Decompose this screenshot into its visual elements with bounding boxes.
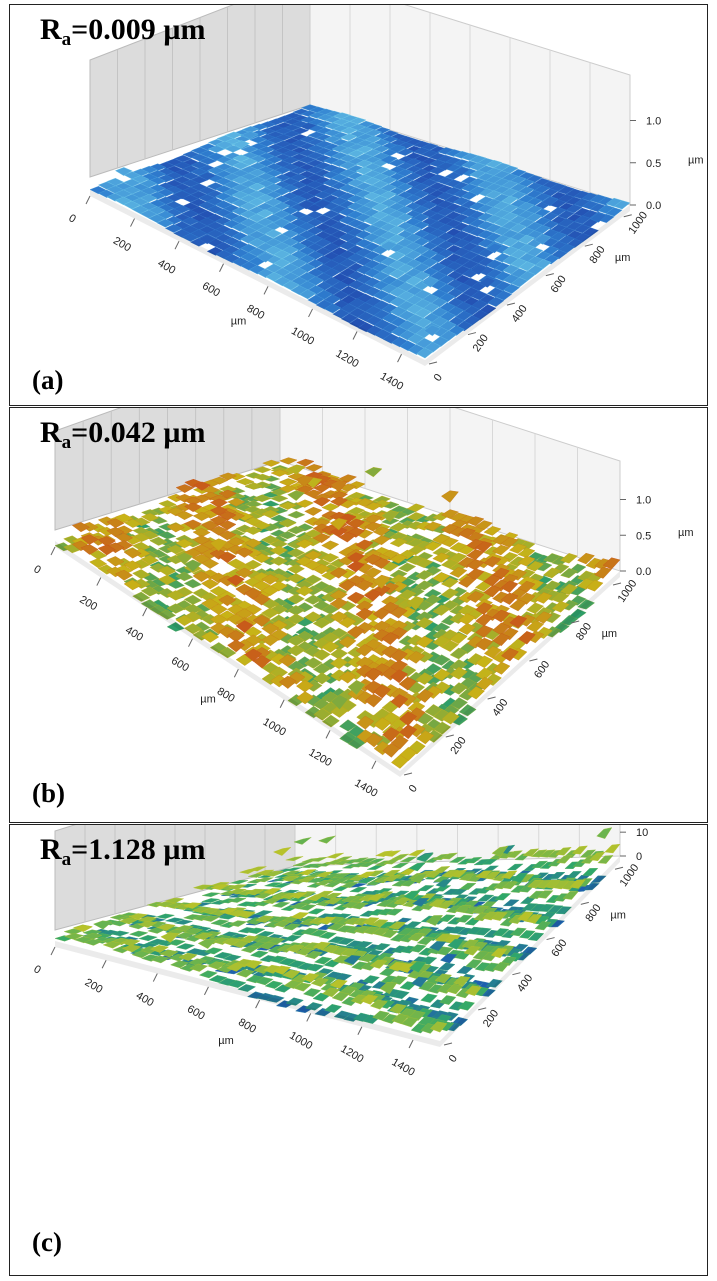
x-tick-label: 1400 [352, 777, 379, 800]
panel-label-c: (c) [32, 1227, 62, 1257]
surface-panel-b: 0 200 400 600 800 1000 1200 1400 µm 0 200 400 600 800… [9, 407, 708, 823]
y-tick-label: 1000 [616, 578, 640, 605]
surface-mesh [89, 104, 631, 359]
x-tick-label: 1000 [261, 716, 288, 739]
x-tick-label: 200 [111, 235, 133, 255]
x-tick-label: 800 [215, 685, 237, 705]
x-tick-label: 600 [200, 280, 222, 300]
y-tick-label: 200 [481, 1008, 501, 1030]
x-unit-label: µm [218, 1035, 234, 1047]
y-tick-label: 0 [432, 372, 445, 384]
back-wall [54, 408, 621, 572]
surface-plot-c: 0 200 400 600 800 1000 1200 1400 µm 0 200 400 600 800… [32, 825, 648, 1079]
y-tick-label: 600 [549, 937, 569, 959]
x-tick-label: 600 [169, 655, 191, 675]
x-tick-label: 1000 [287, 1030, 314, 1053]
y-tick-label: 400 [490, 697, 510, 719]
z-tick-label: 1.0 [636, 495, 651, 507]
x-tick-label: 1200 [307, 747, 334, 770]
panel-label-a: (a) [32, 365, 64, 395]
y-tick-label: 600 [532, 659, 552, 681]
x-tick-label: 600 [185, 1003, 207, 1023]
x-unit-label: µm [231, 316, 247, 328]
y-tick-label: 400 [515, 972, 535, 994]
x-tick-label: 1200 [338, 1043, 365, 1066]
x-tick-label: 1200 [334, 348, 361, 371]
x-tick-label: 1400 [378, 370, 405, 393]
x-tick-label: 400 [134, 990, 156, 1010]
y-tick-label: 0 [407, 783, 420, 795]
surface-plot-a: 0 200 400 600 800 1000 1200 1400 µm 0 200 400 600 800… [67, 5, 704, 393]
surface-mesh [54, 827, 621, 1034]
roughness-label-a: Ra=0.009 µm [40, 13, 206, 50]
y-tick-label: 200 [471, 332, 491, 354]
x-tick-label: 400 [156, 257, 178, 277]
surface-panel-a: 0 200 400 600 800 1000 1200 1400 µm 0 200 400 600 800… [9, 4, 708, 406]
z-unit-label: µm [688, 154, 704, 166]
x-tick-label: 800 [236, 1016, 258, 1036]
roughness-label-c: Ra=1.128 µm [40, 833, 206, 870]
z-tick-label: 0.5 [636, 530, 651, 542]
x-tick-label: 400 [123, 624, 145, 644]
y-tick-label: 800 [583, 902, 603, 924]
roughness-label-b: Ra=0.042 µm [40, 416, 206, 453]
z-tick-label: 0.0 [636, 566, 651, 578]
back-wall [89, 5, 631, 206]
y-tick-label: 600 [548, 273, 568, 295]
x-tick-label: 0 [32, 563, 43, 576]
z-tick-label: 10 [636, 827, 648, 839]
surface-plot-b: 0 200 400 600 800 1000 1200 1400 µm 0 200 400 600 800… [32, 408, 694, 800]
x-unit-label: µm [200, 694, 216, 706]
surface-mesh [54, 457, 621, 769]
y-tick-label: 0 [447, 1053, 460, 1065]
x-tick-label: 200 [77, 594, 99, 614]
y-tick-label: 200 [448, 735, 468, 757]
y-unit-label: µm [610, 910, 626, 922]
y-tick-label: 1000 [626, 210, 650, 237]
z-tick-label: 0 [636, 851, 642, 863]
z-unit-label: µm [678, 527, 694, 539]
x-tick-label: 1000 [289, 325, 316, 348]
z-tick-label: 0.0 [646, 200, 661, 212]
z-tick-label: 0.5 [646, 158, 661, 170]
x-tick-label: 0 [67, 212, 78, 225]
y-unit-label: µm [602, 628, 618, 640]
y-tick-label: 800 [574, 621, 594, 643]
surface-panel-c: 0 200 400 600 800 1000 1200 1400 µm 0 200 400 600 800… [9, 824, 708, 1276]
y-tick-label: 1000 [618, 862, 642, 889]
z-tick-label: 1.0 [646, 116, 661, 128]
x-tick-label: 1400 [390, 1056, 417, 1079]
x-tick-label: 800 [245, 303, 267, 323]
panel-label-b: (b) [32, 778, 65, 808]
x-tick-label: 0 [32, 963, 43, 976]
x-tick-label: 200 [83, 976, 105, 996]
y-tick-label: 400 [510, 303, 530, 325]
y-unit-label: µm [615, 252, 631, 264]
y-tick-label: 800 [587, 244, 607, 266]
